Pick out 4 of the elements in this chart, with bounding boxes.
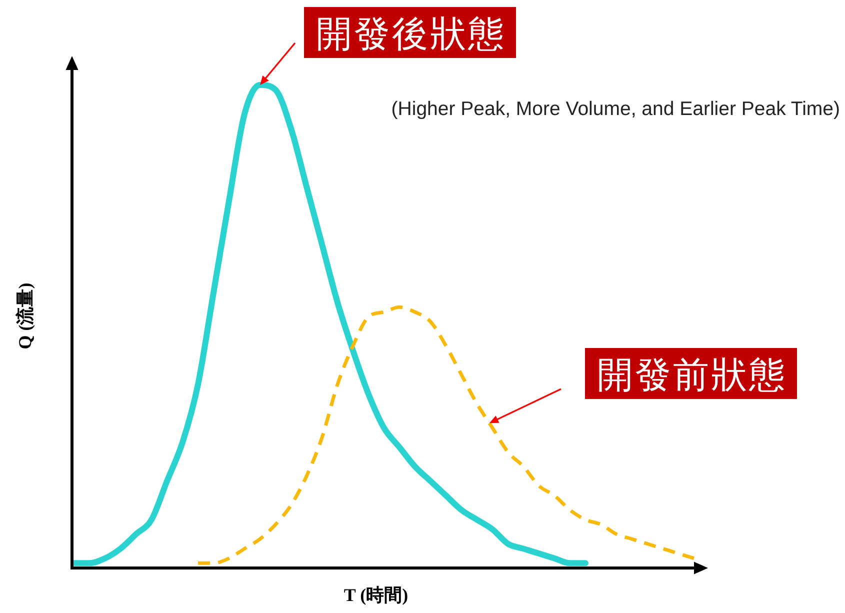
annotation: (Higher Peak, More Volume, and Earlier Peak Time): [391, 98, 840, 120]
y-axis-title: Q (流量): [15, 282, 35, 350]
x-axis-title: T (時間): [344, 585, 408, 605]
annotation: 開發前狀態: [597, 355, 787, 396]
